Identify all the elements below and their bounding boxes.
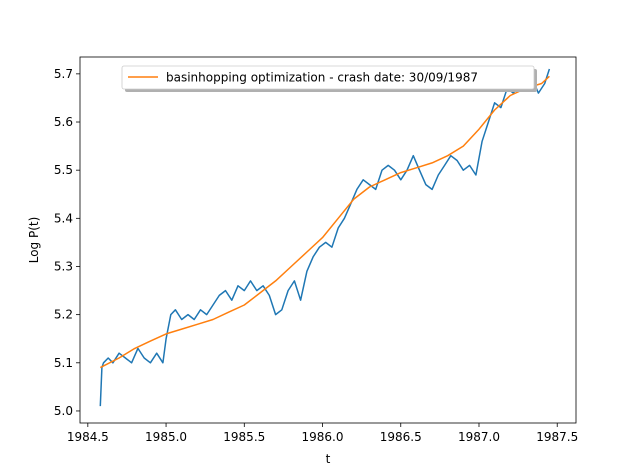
x-axis-label: t [326, 452, 331, 466]
y-tick-label: 5.6 [54, 115, 73, 129]
y-tick-label: 5.3 [54, 259, 73, 273]
series-line-price [99, 68, 551, 407]
y-tick-label: 5.2 [54, 308, 73, 322]
y-tick-label: 5.7 [54, 67, 73, 81]
y-tick-label: 5.0 [54, 404, 73, 418]
legend: basinhopping optimization - crash date: … [121, 65, 537, 92]
x-tick-label: 1986.0 [302, 430, 344, 444]
y-tick-label: 5.5 [54, 163, 73, 177]
y-axis-label: Log P(t) [27, 217, 41, 264]
plot-frame [79, 56, 577, 424]
y-tick-label: 5.1 [54, 356, 73, 370]
legend-label: basinhopping optimization - crash date: … [166, 71, 478, 85]
y-axis: 5.0 5.1 5.2 5.3 5.4 5.5 5.6 5.7 [54, 67, 80, 418]
x-tick-label: 1986.5 [380, 430, 422, 444]
legend-box [121, 65, 535, 90]
x-tick-label: 1984.5 [67, 430, 109, 444]
y-tick-label: 5.4 [54, 211, 73, 225]
x-tick-label: 1987.0 [458, 430, 500, 444]
x-axis: 1984.5 1985.0 1985.5 1986.0 1986.5 1987.0 1987… [67, 423, 578, 444]
x-tick-label: 1985.5 [223, 430, 265, 444]
plot-lines [99, 68, 551, 407]
x-tick-label: 1987.5 [536, 430, 578, 444]
x-tick-label: 1985.0 [145, 430, 187, 444]
series-line-fit [99, 75, 550, 369]
